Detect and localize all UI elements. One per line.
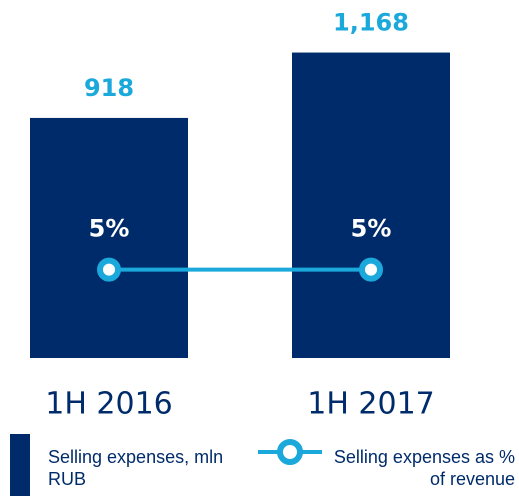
data-label: 1,168 [333, 9, 409, 37]
data-label: 5% [89, 215, 130, 243]
line-marker [359, 257, 383, 282]
data-label: 918 [84, 74, 134, 102]
line-marker [97, 257, 121, 282]
bar [30, 117, 188, 358]
legend-label: Selling expenses as % of revenue [333, 447, 515, 489]
bar [292, 52, 450, 358]
legend-swatch-bar [10, 434, 30, 496]
x-tick-label: 1H 2017 [307, 387, 435, 422]
x-tick-label: 1H 2016 [45, 387, 173, 422]
legend-label: Selling expenses, mln RUB [48, 447, 224, 489]
data-label: 5% [351, 215, 392, 243]
